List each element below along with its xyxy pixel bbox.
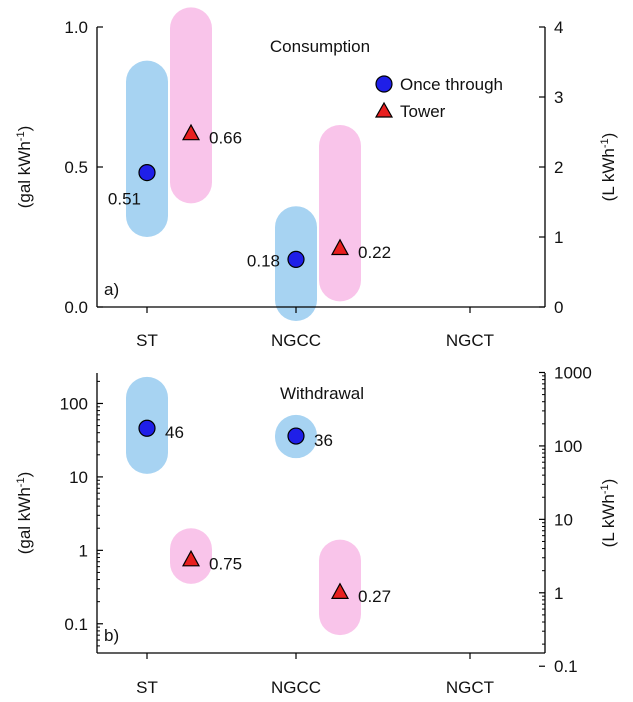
x-tick-label-ngcc: NGCC (271, 331, 321, 350)
x-tick-label-st: ST (136, 331, 158, 350)
data-label-triangle-ngcc: 0.22 (358, 243, 391, 262)
marker-triangle-ngcc (330, 238, 350, 256)
marker-circle-ngcc (287, 427, 305, 445)
data-label-circle-ngcc: 0.18 (247, 251, 280, 270)
data-label-circle-st: 46 (165, 423, 184, 442)
y2-tick-label: 0.1 (554, 657, 578, 676)
legend: Once through Tower (374, 75, 503, 121)
panel-label: b) (104, 626, 119, 645)
panel-label: a) (104, 280, 119, 299)
y2-tick-label: 1000 (554, 363, 592, 382)
panel-title: Consumption (270, 37, 370, 56)
x-tick-label-st: ST (136, 678, 158, 697)
y2-tick-label: 1 (554, 584, 563, 603)
x-tick-label-ngct: NGCT (446, 331, 494, 350)
y-tick-label: 1.0 (64, 18, 88, 37)
legend-marker-triangle (374, 101, 394, 118)
y2-tick-label: 100 (554, 437, 582, 456)
range-bar-circle-st (126, 60, 168, 237)
y-tick-label: 0.1 (64, 615, 88, 634)
y-axis-title: (gal kWh-1) (15, 126, 34, 209)
marker-circle-ngcc (287, 250, 305, 268)
range-bar-triangle-st (170, 7, 212, 204)
marker-triangle-st (181, 123, 201, 141)
marker-triangle-ngcc (330, 582, 350, 600)
y-tick-label: 0.0 (64, 298, 88, 317)
y2-axis-title: (L kWh-1) (599, 133, 618, 202)
x-tick-label-ngct: NGCT (446, 678, 494, 697)
y-tick-label: 0.5 (64, 158, 88, 177)
data-label-circle-st: 0.51 (108, 190, 141, 209)
marker-circle-st (138, 419, 156, 437)
legend-marker-circle (375, 75, 393, 93)
marker-triangle-st (181, 549, 201, 567)
y2-tick-label: 3 (554, 88, 563, 107)
panel-title: Withdrawal (280, 384, 364, 403)
legend-entry: Tower (400, 102, 446, 121)
data-label-triangle-ngcc: 0.27 (358, 587, 391, 606)
data-label-triangle-st: 0.75 (209, 555, 242, 574)
y2-tick-label: 0 (554, 298, 563, 317)
marker-circle-st (138, 164, 156, 182)
data-label-triangle-st: 0.66 (209, 128, 242, 147)
y-tick-label: 1 (79, 541, 88, 560)
range-bar-triangle-ngcc (319, 125, 361, 302)
y2-axis-title: (L kWh-1) (599, 479, 618, 548)
data-label-circle-ngcc: 36 (314, 431, 333, 450)
y-tick-label: 10 (69, 468, 88, 487)
y-tick-label: 100 (60, 394, 88, 413)
y2-tick-label: 2 (554, 158, 563, 177)
y2-tick-label: 4 (554, 18, 563, 37)
legend-entry: Once through (400, 75, 503, 94)
chart-panel-b: 0.1 1 10 100 0.1 1 10 100 1000 ST NGCC NGCT (gal kWh… (15, 363, 618, 697)
chart-panel-a: 0.0 0.5 1.0 0 1 2 3 4 ST NGCC NGCT (gal kWh-1) (L kW… (15, 7, 618, 350)
y2-tick-label: 1 (554, 228, 563, 247)
y2-tick-label: 10 (554, 510, 573, 529)
y-axis-title: (gal kWh-1) (15, 472, 34, 555)
x-tick-label-ngcc: NGCC (271, 678, 321, 697)
